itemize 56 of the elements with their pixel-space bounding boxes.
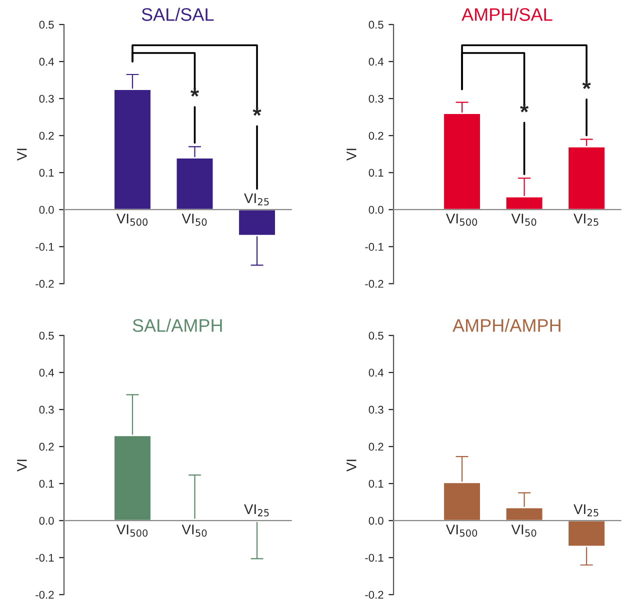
y-tick-label: 0.1 bbox=[368, 480, 384, 488]
y-tick-label: 0.4 bbox=[39, 58, 54, 66]
y-tick-label: 0.2 bbox=[368, 132, 384, 140]
y-tick-label: 0.3 bbox=[368, 406, 384, 414]
y-tick-label: 0.0 bbox=[39, 206, 54, 214]
y-axis-title: VI bbox=[346, 460, 356, 472]
y-tick-label: 0.5 bbox=[368, 332, 384, 340]
x-tick-label: VI$_{500}$ bbox=[446, 524, 478, 537]
y-tick-label: 0.5 bbox=[39, 332, 54, 340]
y-tick-label: 0.2 bbox=[368, 442, 384, 451]
annotation: * bbox=[582, 80, 591, 90]
y-tick-label: 0.1 bbox=[39, 168, 54, 177]
y-tick-label: 0.2 bbox=[39, 442, 54, 451]
x-tick-label: VI$_{50}$ bbox=[511, 214, 536, 226]
y-tick-label: 0.0 bbox=[368, 206, 384, 214]
y-tick-label: 0.3 bbox=[39, 94, 54, 103]
y-tick-label: -0.1 bbox=[365, 554, 384, 562]
y-tick-label: 0.3 bbox=[39, 406, 54, 414]
y-tick-label: -0.1 bbox=[36, 242, 54, 251]
y-tick-label: 0.2 bbox=[39, 132, 54, 140]
x-tick-label: VI$_{500}$ bbox=[116, 214, 148, 226]
y-tick-label: 0.4 bbox=[368, 58, 384, 66]
y-axis-title: VI bbox=[17, 460, 27, 472]
y-tick-label: 0.4 bbox=[368, 368, 384, 377]
y-tick-label: 0.3 bbox=[368, 94, 384, 103]
y-tick-label: -0.1 bbox=[36, 554, 54, 562]
x-tick-label: VI$_{25}$ bbox=[244, 193, 269, 206]
x-tick-label: VI$_{50}$ bbox=[182, 524, 207, 537]
x-tick-label: VI$_{500}$ bbox=[116, 524, 148, 537]
y-tick-label: -0.2 bbox=[36, 590, 54, 599]
x-tick-label: VI$_{500}$ bbox=[446, 214, 478, 226]
y-tick-label: 0.5 bbox=[39, 20, 54, 29]
chart-title: SAL/SAL bbox=[142, 8, 214, 21]
y-axis-title: VI bbox=[17, 148, 27, 161]
y-tick-label: -0.2 bbox=[365, 280, 384, 288]
y-tick-label: 0.4 bbox=[39, 368, 54, 377]
x-tick-label: VI$_{50}$ bbox=[511, 524, 536, 537]
chart-title: AMPH/SAL bbox=[462, 8, 552, 21]
annotation: * bbox=[190, 88, 200, 97]
x-tick-label: VI$_{25}$ bbox=[574, 214, 598, 226]
x-tick-label: VI$_{25}$ bbox=[574, 504, 598, 516]
x-tick-label: VI$_{50}$ bbox=[182, 214, 207, 226]
y-tick-label: -0.2 bbox=[365, 590, 384, 599]
y-axis-title: VI bbox=[346, 148, 356, 161]
y-tick-label: 0.1 bbox=[39, 480, 54, 488]
annotation: * bbox=[252, 108, 262, 116]
chart-title: AMPH/AMPH bbox=[452, 318, 560, 332]
y-tick-label: 0.5 bbox=[368, 20, 384, 29]
y-tick-label: 0.1 bbox=[368, 168, 384, 177]
y-tick-label: -0.1 bbox=[365, 242, 384, 251]
annotation: * bbox=[520, 104, 529, 112]
y-tick-label: -0.2 bbox=[36, 280, 54, 288]
y-tick-label: 0.0 bbox=[39, 516, 54, 525]
y-tick-label: 0.0 bbox=[368, 516, 384, 525]
chart-title: SAL/AMPH bbox=[132, 318, 222, 332]
x-tick-label: VI$_{25}$ bbox=[244, 504, 269, 516]
